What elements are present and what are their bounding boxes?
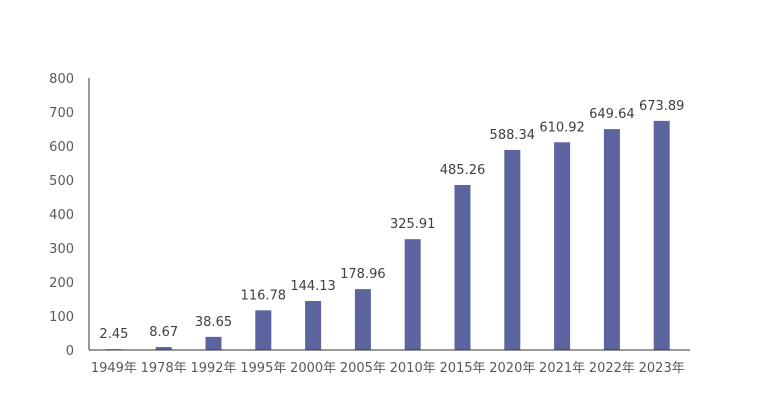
y-tick-label: 800 xyxy=(49,72,74,87)
x-tick-label: 2000年 xyxy=(290,361,336,376)
y-tick-label: 700 xyxy=(49,106,74,121)
bar-2000年 xyxy=(305,300,322,350)
data-label: 8.67 xyxy=(149,325,178,340)
bar-2021年 xyxy=(554,142,571,350)
data-label: 325.91 xyxy=(390,217,436,232)
x-tick-label: 2010年 xyxy=(390,361,436,376)
bar-2022年 xyxy=(603,129,620,350)
bars xyxy=(105,120,670,350)
bar-1992年 xyxy=(205,336,222,350)
y-tick-label: 400 xyxy=(49,208,74,223)
x-tick-label: 2022年 xyxy=(589,361,635,376)
x-axis-ticks: 1949年 1978年 1992年 1995年 2000年 2005年 2010年 2015年… xyxy=(91,361,685,376)
x-tick-label: 2005年 xyxy=(340,361,386,376)
x-tick-label: 1995年 xyxy=(240,361,286,376)
x-tick-label: 1992年 xyxy=(190,361,236,376)
data-label: 116.78 xyxy=(241,288,287,303)
bar-2023年 xyxy=(653,120,670,350)
y-tick-label: 0 xyxy=(66,344,74,359)
data-label: 2.45 xyxy=(99,327,128,342)
data-label: 649.64 xyxy=(589,107,635,122)
data-label: 610.92 xyxy=(539,120,585,135)
bar-1995年 xyxy=(255,310,272,350)
data-label: 38.65 xyxy=(195,315,232,330)
data-label: 144.13 xyxy=(290,279,336,294)
y-tick-label: 100 xyxy=(49,310,74,325)
bar-2020年 xyxy=(504,149,521,350)
y-tick-label: 600 xyxy=(49,140,74,155)
x-tick-label: 2020年 xyxy=(489,361,535,376)
y-tick-label: 500 xyxy=(49,174,74,189)
x-tick-label: 1978年 xyxy=(141,361,187,376)
data-label: 178.96 xyxy=(340,267,386,282)
y-tick-label: 300 xyxy=(49,242,74,257)
x-tick-label: 2023年 xyxy=(639,361,685,376)
x-tick-label: 2021年 xyxy=(539,361,585,376)
bar-2015年 xyxy=(454,185,471,350)
bar-2010年 xyxy=(404,239,421,350)
data-label: 588.34 xyxy=(490,128,536,143)
data-label: 673.89 xyxy=(639,99,685,114)
data-label: 485.26 xyxy=(440,163,486,178)
x-tick-label: 2015年 xyxy=(439,361,485,376)
y-axis-ticks: 0 100 200 300 400 500 600 700 800 xyxy=(49,72,74,359)
x-tick-label: 1949年 xyxy=(91,361,137,376)
bar-2005年 xyxy=(354,289,371,350)
y-tick-label: 200 xyxy=(49,276,74,291)
bar-1978年 xyxy=(155,347,172,350)
